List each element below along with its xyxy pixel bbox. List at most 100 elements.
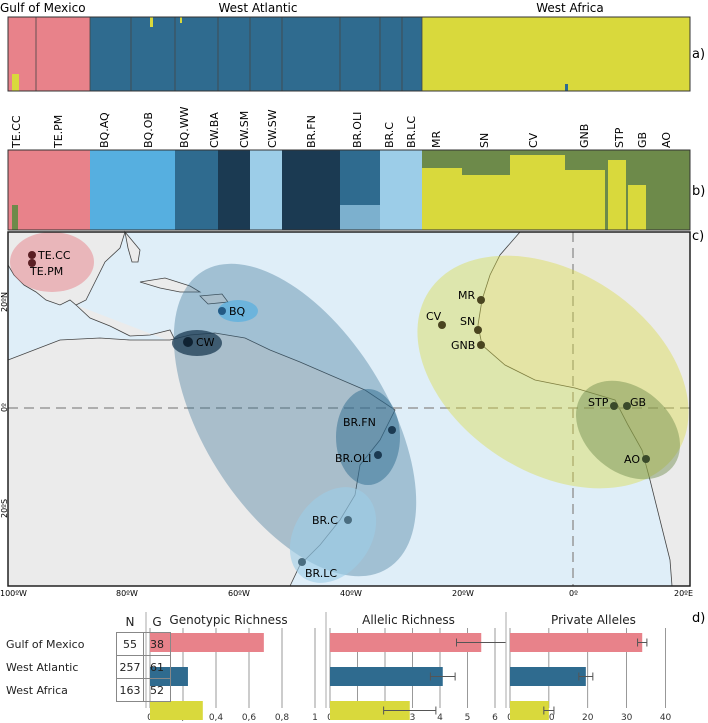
- pop-label: MR: [430, 131, 443, 148]
- pop-label: TE.CC: [10, 115, 23, 149]
- allelic-richness-bar: [330, 633, 482, 652]
- panel-label-a: a): [692, 47, 705, 62]
- site-marker-br-oli: [374, 451, 382, 459]
- pop-label: BQ.OB: [142, 112, 155, 148]
- structure-b-admix: [12, 205, 18, 230]
- lon-tick-label: 100ºW: [0, 589, 27, 598]
- pop-label: BQ.AQ: [98, 112, 111, 148]
- private-alleles-bar: [510, 701, 549, 720]
- table-row: West Atlantic 257 61: [6, 655, 171, 679]
- private-alleles-title: Private Alleles: [551, 613, 636, 627]
- lon-tick-label: 40ºW: [340, 589, 362, 598]
- table-cell-g: 52: [143, 678, 171, 702]
- table-cell-g: 38: [143, 632, 171, 656]
- allelic-richness-bar: [330, 667, 443, 686]
- pop-label: BQ.WW: [178, 106, 191, 148]
- cw-ellipse: [172, 330, 222, 356]
- bar-charts: Genotypic Richness00,20,40,60,81Allelic …: [145, 612, 672, 723]
- pop-label: GNB: [578, 124, 591, 148]
- population-labels: TE.CC TE.PM BQ.AQ BQ.OB BQ.WW CW.BA CW.S…: [10, 106, 673, 149]
- structure-b-yellow: [628, 185, 646, 230]
- table-header-row: N G: [6, 612, 171, 633]
- site-marker-gnb: [477, 341, 485, 349]
- map-land-florida: [124, 230, 141, 263]
- table-region: West Atlantic: [6, 660, 79, 674]
- structure-b-block: [250, 150, 282, 230]
- site-label: BR.C: [312, 514, 338, 527]
- region-label-west-atlantic: West Atlantic: [219, 1, 298, 15]
- gulf-region-ellipse: [10, 232, 94, 292]
- site-label: BQ: [229, 305, 246, 318]
- lon-tick-label: 60ºW: [228, 589, 250, 598]
- genotypic-richness-tick-label: 0,4: [209, 713, 224, 723]
- private-alleles-bar: [510, 667, 586, 686]
- structure-b-block: [8, 150, 90, 230]
- pop-label: CV: [527, 132, 540, 148]
- structure-frame-b: [7, 149, 691, 231]
- panel-label-c: c): [692, 229, 704, 244]
- site-marker-br-fn: [388, 426, 396, 434]
- pop-label: GB: [636, 132, 649, 148]
- private-alleles-tick-label: 10: [543, 713, 555, 723]
- pop-label: CW.SW: [266, 109, 279, 148]
- site-marker-br-lc: [298, 558, 306, 566]
- br-north-ellipse: [336, 389, 400, 485]
- site-label: BR.FN: [343, 416, 376, 429]
- structure-b-block: [402, 150, 422, 230]
- site-marker-gb: [623, 402, 631, 410]
- structure-admix-gulf: [12, 74, 19, 91]
- structure-b-yellow: [608, 160, 626, 230]
- gulf-of-guinea-ellipse: [576, 380, 680, 480]
- pop-label: SN: [478, 133, 491, 148]
- structure-block-west-africa: [422, 17, 690, 91]
- summary-table: N G Gulf of Mexico 55 38 West Atlantic 2…: [6, 612, 171, 702]
- map-longitude-ticks: 100ºW 80ºW 60ºW 40ºW 20ºW 0º 20ºE: [0, 589, 693, 598]
- site-marker-te-pm: [28, 259, 36, 267]
- pop-label: AO: [660, 132, 673, 148]
- site-label: AO: [624, 453, 640, 466]
- allelic-richness-bar: [330, 701, 410, 720]
- structure-plot-a: [7, 16, 691, 92]
- structure-admix-af-1: [565, 84, 568, 91]
- pop-label: BR.FN: [305, 115, 318, 148]
- pop-label: STP: [613, 127, 626, 148]
- allelic-richness-tick-label: 4: [437, 713, 443, 723]
- table-cell-n: 163: [116, 678, 144, 702]
- bq-ellipse: [218, 300, 258, 322]
- site-marker-cw: [183, 337, 193, 347]
- site-marker-te-cc: [28, 251, 36, 259]
- allelic-richness-tick-label: 6: [492, 713, 498, 723]
- genotypic-richness-title: Genotypic Richness: [169, 613, 287, 627]
- table-header-blank: [6, 612, 117, 633]
- region-label-gulf-of-mexico: Gulf of Mexico: [0, 1, 86, 15]
- site-label: BR.LC: [305, 567, 337, 580]
- site-label: CV: [426, 310, 442, 323]
- table-region: Gulf of Mexico: [6, 637, 85, 651]
- map-land-cuba: [139, 277, 202, 293]
- pop-label: BR.LC: [405, 116, 418, 148]
- site-label: BR.OLI: [335, 452, 371, 465]
- site-marker-br-c: [344, 516, 352, 524]
- br-south-ellipse: [289, 487, 377, 583]
- structure-b-yellow: [510, 155, 565, 230]
- structure-b-block: [380, 150, 402, 230]
- site-label: GNB: [451, 339, 475, 352]
- pop-label: CW.BA: [208, 112, 221, 148]
- site-marker-sn: [474, 326, 482, 334]
- structure-admix-wa-1: [150, 17, 153, 27]
- structure-b-yellow: [462, 175, 510, 230]
- site-label: STP: [588, 396, 609, 409]
- structure-admix-wa-2: [180, 17, 182, 23]
- allelic-richness-tick-label: 5: [465, 713, 471, 723]
- pop-label: TE.PM: [52, 115, 65, 149]
- map-frame: [7, 231, 691, 587]
- lat-tick-label: 20ºS: [0, 499, 9, 518]
- genotypic-richness-bar: [150, 701, 203, 720]
- table-cell-g: 61: [143, 655, 171, 679]
- lon-tick-label: 0º: [569, 589, 578, 598]
- region-label-west-africa: West Africa: [536, 1, 604, 15]
- pop-label: CW.SM: [238, 111, 251, 148]
- genotypic-richness-tick-label: 1: [312, 713, 318, 723]
- structure-frame-a: [7, 16, 691, 92]
